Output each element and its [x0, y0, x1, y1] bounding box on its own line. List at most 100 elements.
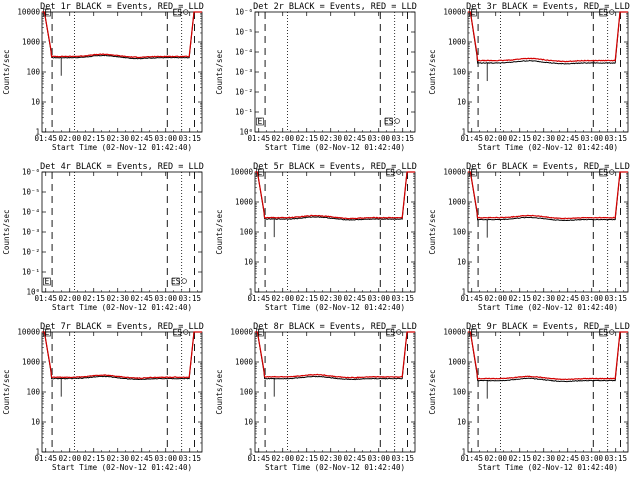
plot-frame [41, 171, 203, 293]
x-tick-label: 01:45 [460, 454, 483, 463]
marker-box [256, 328, 264, 337]
x-tick-label: 02:30 [106, 454, 129, 463]
y-tick-label: 10000 [230, 168, 253, 177]
marker-circle [609, 169, 615, 175]
y-tick-label: 1 [461, 448, 466, 457]
x-tick-label: 01:45 [460, 294, 483, 303]
x-tick-label: 02:30 [532, 454, 555, 463]
plot-frame [254, 331, 416, 453]
series-lld [42, 11, 202, 59]
x-tick-label: 03:00 [154, 134, 177, 143]
marker-label: ES [598, 8, 608, 17]
y-tick-label: 1000 [22, 358, 41, 367]
y-tick-label: 10000 [443, 168, 466, 177]
series-lld [255, 171, 415, 220]
chart-svg: Det 8r BLACK = Events, RED = LLD 01:45 02:… [215, 322, 417, 472]
plot-frame [41, 331, 203, 453]
marker-box [386, 328, 395, 337]
x-tick-label: 03:15 [604, 454, 627, 463]
series-lld [468, 171, 628, 220]
x-axis-label: Start Time (02-Nov-12 01:42:40) [478, 463, 618, 472]
x-tick-label: 02:45 [343, 454, 366, 463]
y-tick-label: 100 [452, 388, 466, 397]
marker-label: ES [172, 328, 182, 337]
x-tick-label: 02:45 [556, 454, 579, 463]
y-tick-label: 10000 [443, 8, 466, 17]
x-tick-label: 03:15 [178, 454, 201, 463]
y-tick-label: 10⁻² [235, 88, 253, 97]
y-tick-label: 10 [457, 418, 467, 427]
y-tick-label: 10⁻¹ [235, 108, 253, 117]
x-axis-label: Start Time (02-Nov-12 01:42:40) [478, 143, 618, 152]
marker-circle [609, 329, 615, 335]
x-tick-label: 02:30 [532, 294, 555, 303]
y-tick-label: 10 [31, 98, 41, 107]
marker-label: E [470, 328, 475, 337]
x-tick-label: 02:00 [484, 134, 507, 143]
marker-circle [394, 118, 400, 124]
y-axis-label: Counts/sec [2, 369, 11, 414]
y-tick-label: 10000 [230, 328, 253, 337]
plot-frame [254, 11, 416, 133]
series-lld [468, 331, 628, 381]
x-tick-label: 01:45 [247, 294, 270, 303]
x-tick-label: 03:15 [178, 134, 201, 143]
x-tick-label: 02:00 [58, 454, 81, 463]
x-tick-label: 03:00 [367, 134, 390, 143]
y-tick-label: 100 [26, 388, 40, 397]
marker-box [469, 8, 477, 17]
marker-label: ES [171, 277, 181, 286]
series-lld [468, 11, 628, 63]
x-tick-label: 02:30 [319, 454, 342, 463]
series-events [468, 331, 628, 383]
series-events [255, 171, 415, 221]
panel-det-7r: Det 7r BLACK = Events, RED = LLD 01:45 02:… [0, 320, 213, 480]
y-tick-label: 1 [35, 448, 40, 457]
marker-box [599, 328, 608, 337]
y-tick-label: 1 [248, 448, 253, 457]
x-tick-label: 02:45 [556, 134, 579, 143]
x-tick-label: 01:45 [247, 454, 270, 463]
x-tick-label: 03:00 [580, 134, 603, 143]
chart-title: Det 8r BLACK = Events, RED = LLD [253, 322, 417, 332]
plot-frame [467, 11, 629, 133]
marker-label: E [44, 328, 49, 337]
panel-det-4r: Det 4r BLACK = Events, RED = LLD 01:45 02:… [0, 160, 213, 320]
x-tick-label: 02:30 [532, 134, 555, 143]
panel-det-5r: Det 5r BLACK = Events, RED = LLD 01:45 02:… [213, 160, 426, 320]
marker-label: ES [385, 168, 395, 177]
x-axis-label: Start Time (02-Nov-12 01:42:40) [52, 463, 192, 472]
y-axis-label: Counts/sec [2, 49, 11, 94]
x-tick-label: 02:30 [319, 294, 342, 303]
marker-box [469, 328, 477, 337]
y-axis-label: Counts/sec [428, 209, 437, 254]
chart-title: Det 7r BLACK = Events, RED = LLD [40, 322, 204, 332]
x-tick-label: 01:45 [460, 134, 483, 143]
y-axis-label: Counts/sec [428, 49, 437, 94]
panel-det-8r: Det 8r BLACK = Events, RED = LLD 01:45 02:… [213, 320, 426, 480]
chart-title: Det 4r BLACK = Events, RED = LLD [40, 162, 204, 172]
x-axis-label: Start Time (02-Nov-12 01:42:40) [52, 303, 192, 312]
chart-title: Det 9r BLACK = Events, RED = LLD [466, 322, 630, 332]
marker-circle [181, 278, 187, 284]
y-tick-label: 1000 [235, 198, 254, 207]
series-events [468, 11, 628, 65]
marker-label: ES [384, 117, 394, 126]
x-tick-label: 02:15 [295, 294, 318, 303]
marker-box [256, 117, 264, 126]
y-tick-label: 100 [26, 68, 40, 77]
y-tick-label: 10⁰ [26, 288, 40, 297]
x-tick-label: 03:15 [604, 134, 627, 143]
marker-box [599, 168, 608, 177]
y-tick-label: 100 [452, 228, 466, 237]
x-tick-label: 02:15 [508, 454, 531, 463]
panel-det-6r: Det 6r BLACK = Events, RED = LLD 01:45 02:… [426, 160, 639, 320]
marker-label: E [44, 277, 49, 286]
y-tick-label: 1000 [22, 38, 41, 47]
